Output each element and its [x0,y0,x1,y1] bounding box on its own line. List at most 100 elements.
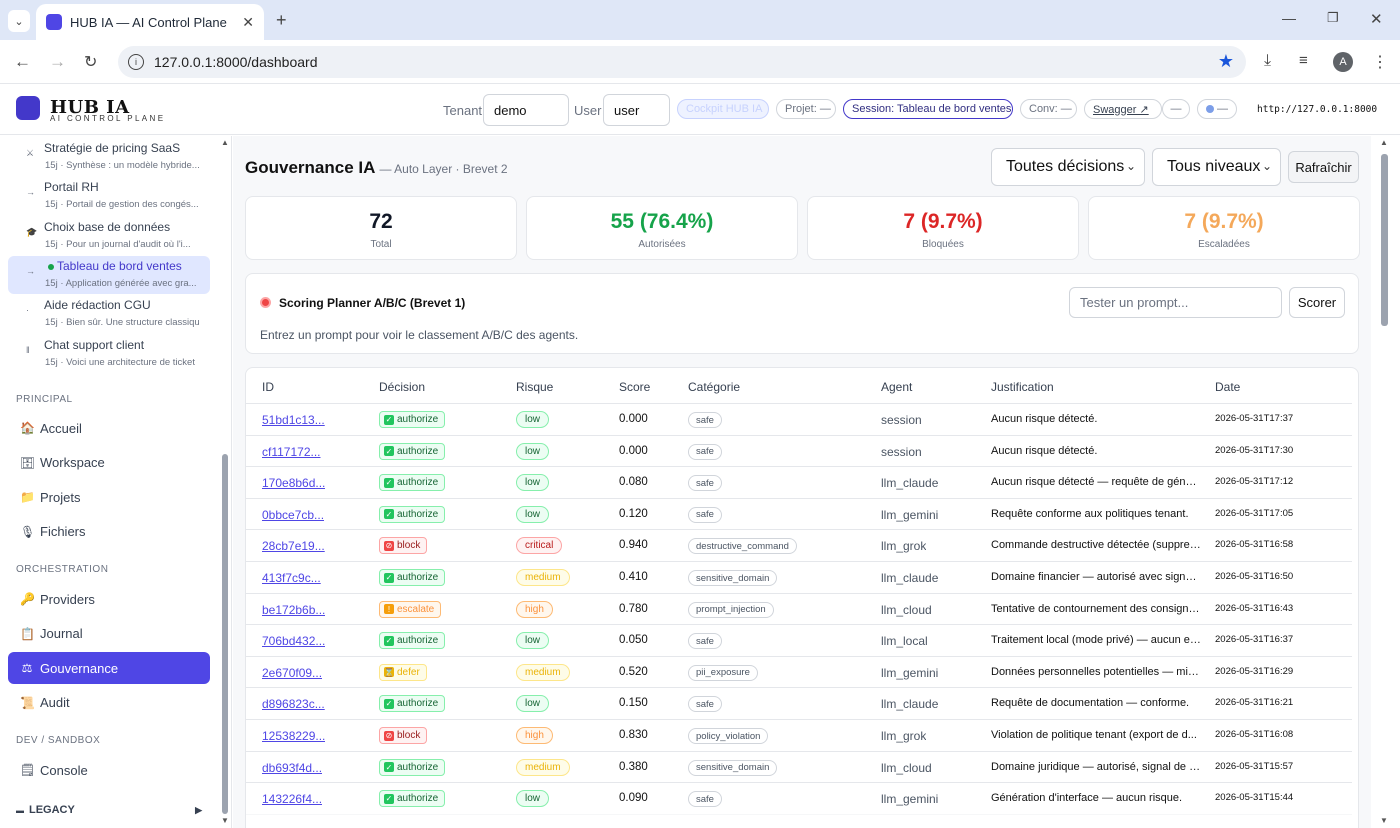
conversation-icon: → [26,265,35,276]
nav-item-fichiers[interactable]: 🎙 Fichiers [8,516,210,548]
browser-menu-icon[interactable]: ⋮ [1372,54,1388,71]
browser-tab-bar: ⌄ HUB IA — AI Control Plane ✕ + — ❐ ✕ [0,0,1400,40]
browser-tab[interactable]: HUB IA — AI Control Plane ✕ [36,4,264,40]
decision-id-link[interactable]: 0bbce7cb... [262,507,325,522]
status-pill[interactable]: — [1197,99,1237,119]
date-value: 2026-05-31T16:50 [1215,571,1294,582]
decision-id-link[interactable]: db693f4d... [262,760,323,775]
conversation-item[interactable]: ‖ Chat support client 15j · Voici une arch… [8,335,210,373]
tenant-input[interactable]: demo [483,94,569,126]
sidebar-scrollbar[interactable]: ▲ ▼ [219,136,231,828]
user-input[interactable]: user [603,94,670,126]
category-badge: safe [688,506,722,523]
conversation-title: Portail RH [44,180,99,195]
refresh-button[interactable]: Rafraîchir [1288,151,1359,183]
conversation-item[interactable]: · Aide rédaction CGU 15j · Bien sûr. Une s… [8,295,210,333]
decision-id-link[interactable]: 2e670f09... [262,665,323,680]
forward-icon[interactable]: → [49,52,66,71]
category-badge: safe [688,475,722,492]
decision-block-icon: ⊘ [384,540,394,551]
swagger-link[interactable]: Swagger ↗ [1084,99,1162,119]
back-icon[interactable]: ← [14,52,31,71]
scoring-hint: Entrez un prompt pour voir le classement… [260,328,579,342]
decision-badge: ✓ authorize [379,474,446,492]
main-content: Gouvernance IA — Auto Layer · Brevet 2 T… [233,136,1371,828]
conversation-item[interactable]: 🎓 Choix base de données 15j · Pour un jour… [8,217,210,255]
restore-icon[interactable]: ❐ [1327,10,1339,25]
minimize-icon[interactable]: — [1282,10,1296,26]
conversation-item[interactable]: → Tableau de bord ventes 15j · Application… [8,255,210,294]
decision-label: authorize [397,635,439,647]
justification-text: Violation de politique tenant (export de… [991,729,1197,741]
conversation-item[interactable]: → Portail RH 15j · Portail de gestion des … [8,177,210,215]
decision-id-link[interactable]: 12538229... [262,729,326,743]
score-value: 0.080 [619,476,648,489]
nav-item-audit[interactable]: 📜 Audit [8,687,210,719]
justification-text: Aucun risque détecté. [991,444,1098,457]
scroll-up-icon[interactable]: ▲ [221,138,229,147]
decision-authorize-icon: ✓ [384,572,394,583]
nav-item-providers[interactable]: 🔑 Providers [8,583,210,615]
decision-label: authorize [397,477,439,489]
conv-pill[interactable]: Conv: — [1020,99,1077,119]
column-header: ID [262,380,274,394]
score-button[interactable]: Scorer [1289,287,1345,318]
close-tab-icon[interactable]: ✕ [242,13,254,30]
bookmark-star-icon[interactable]: ★ [1217,51,1234,71]
decision-id-link[interactable]: be172b6b... [262,602,326,617]
risk-badge: high [516,727,553,744]
decision-authorize-icon: ✓ [384,762,394,773]
decision-badge: ✓ authorize [379,411,446,428]
nav-item-workspace[interactable]: 🗄 Workspace [8,447,210,479]
new-tab-icon[interactable]: + [276,10,287,30]
decision-label: authorize [397,414,439,425]
decision-id-link[interactable]: cf117172... [262,444,321,459]
profile-avatar[interactable]: A [1333,52,1353,72]
legacy-toggle[interactable]: ▬ LEGACY ▶ [16,802,202,818]
scroll-thumb[interactable] [222,454,228,814]
nav-icon: 🎙 [20,524,36,539]
nav-item-accueil[interactable]: 🏠 Accueil [8,412,210,444]
level-filter[interactable]: Tous niveaux ⌄ [1152,148,1281,186]
decision-id-link[interactable]: 143226f4... [262,792,323,807]
scroll-down-icon[interactable]: ▼ [1380,816,1388,825]
nav-item-gouvernance[interactable]: ⚖ Gouvernance [8,652,210,684]
decision-id-link[interactable]: 51bd1c13... [262,413,325,427]
decision-id-link[interactable]: 28cb7e19... [262,539,325,554]
status-dot-icon [1206,105,1214,113]
brand-name: HUB IA [50,97,130,118]
tab-list-chevron-icon[interactable]: ⌄ [8,10,30,32]
decision-id-link[interactable]: 170e8b6d... [262,476,326,491]
main-scrollbar[interactable]: ▲ ▼ [1372,136,1400,828]
conversation-item[interactable]: ⚔ Stratégie de pricing SaaS 15j · Synthèse… [8,138,210,176]
close-window-icon[interactable]: ✕ [1370,11,1383,28]
decision-id-link[interactable]: 706bd432... [262,634,326,649]
reload-icon[interactable]: ↻ [84,54,98,71]
nav-item-projets[interactable]: 📁 Projets [8,481,210,513]
scroll-up-icon[interactable]: ▲ [1380,138,1388,147]
decision-id-link[interactable]: 413f7c9c... [262,571,321,585]
decision-defer-icon: ⌛ [384,667,394,678]
decision-badge: ✓ authorize [379,695,446,713]
stat-value: 55 (76.4%) [610,210,714,233]
nav-icon: 📁 [20,490,35,504]
nav-item-journal[interactable]: 📋 Journal [8,618,210,650]
media-control-icon[interactable]: ≡ [1299,52,1308,69]
project-pill[interactable]: Projet: — [776,99,836,119]
score-value: 0.940 [619,539,648,552]
nav-item-console[interactable]: 🗒 Console [8,754,210,786]
stat-value: 72 [369,210,393,233]
site-info-icon[interactable]: i [128,54,144,70]
prompt-input[interactable]: Tester un prompt... [1069,287,1282,318]
url-bar[interactable]: i 127.0.0.1:8000/dashboard ★ [118,46,1246,78]
cockpit-pill[interactable]: Cockpit HUB IA [677,99,769,119]
stat-card: 72 Total [245,196,517,260]
decision-filter[interactable]: Toutes décisions ⌄ [991,148,1145,186]
scroll-thumb[interactable] [1381,154,1388,326]
decision-id-link[interactable]: d896823c... [262,697,325,712]
download-icon[interactable]: ⤓ [1264,52,1272,69]
dash-pill[interactable]: — [1162,99,1190,119]
table-row: 706bd432... ✓ authorize low 0.050 safe llm_loc… [246,624,1352,656]
session-pill[interactable]: Session: Tableau de bord ventes [843,99,1013,119]
scroll-down-icon[interactable]: ▼ [221,816,229,825]
